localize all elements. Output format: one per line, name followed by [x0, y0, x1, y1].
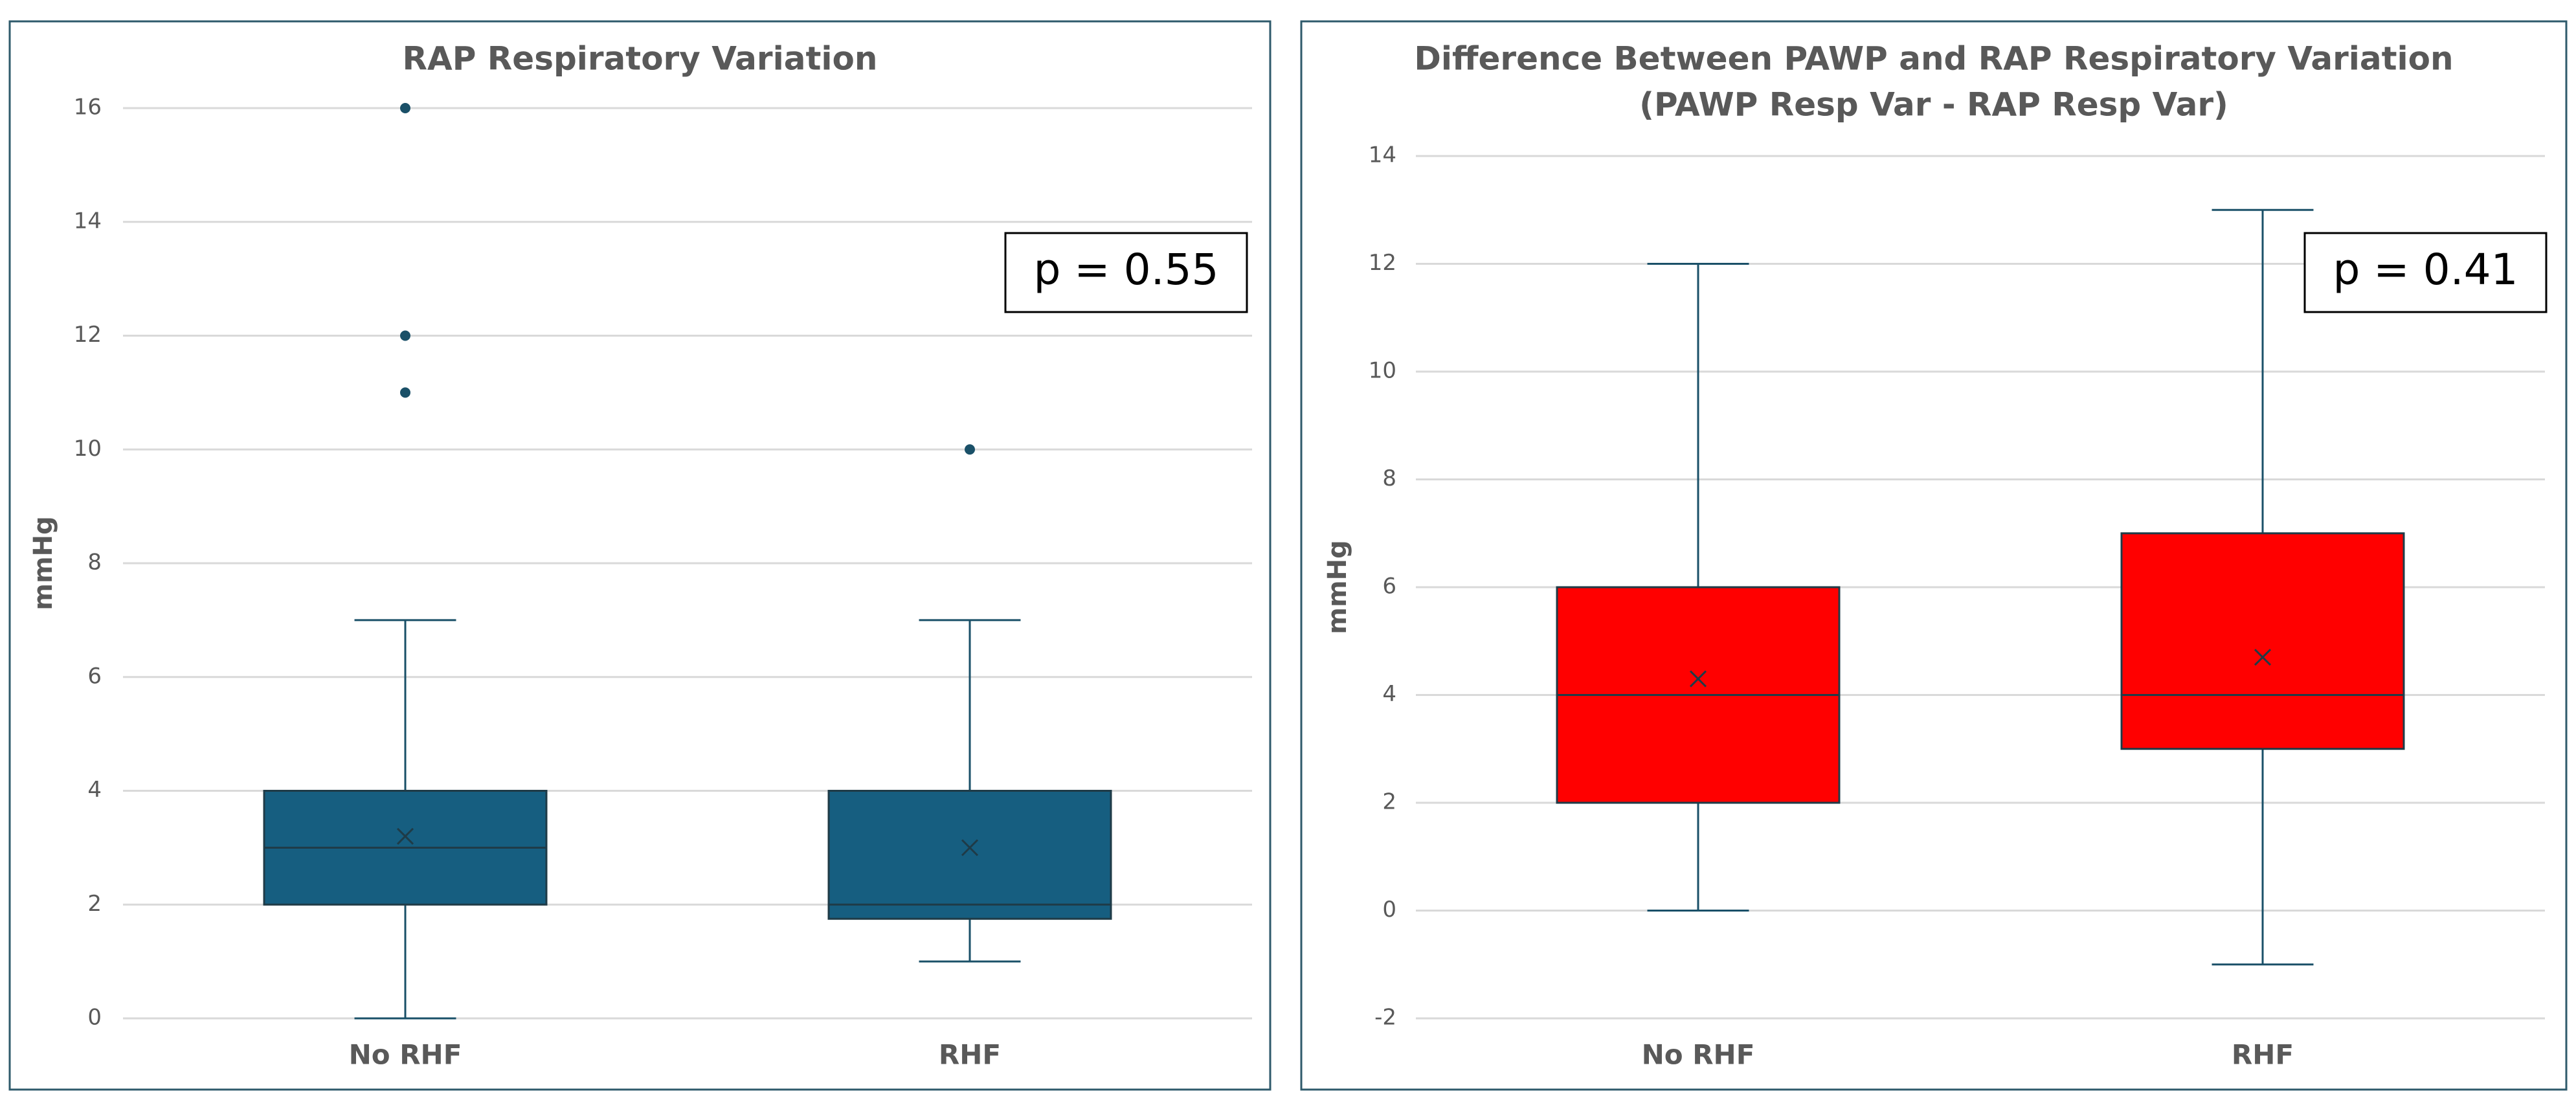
chart-subtitle: (PAWP Resp Var - RAP Resp Var)	[1639, 86, 2228, 124]
y-tick-label: 12	[1369, 250, 1396, 276]
annotation: p = 0.55	[1033, 245, 1218, 295]
annotation-box	[2303, 232, 2548, 313]
y-tick-label: 14	[1369, 142, 1396, 168]
y-tick-label: 4	[1382, 681, 1396, 707]
annotation-box	[1004, 232, 1248, 313]
y-axis-label: mmHg	[28, 516, 58, 610]
y-tick-label: 6	[87, 663, 102, 689]
y-tick-label: 0	[1382, 897, 1396, 923]
outlier	[400, 330, 410, 341]
y-tick-label: 2	[87, 891, 102, 917]
panel-border	[8, 20, 1271, 1091]
y-tick-label: 2	[1382, 789, 1396, 815]
y-tick-label: 10	[74, 436, 102, 462]
mean-marker	[396, 827, 414, 845]
outlier	[965, 444, 975, 455]
chart-title: RAP Respiratory Variation	[403, 40, 878, 78]
y-tick-label: 8	[87, 550, 102, 576]
y-tick-label: 16	[74, 95, 102, 120]
outlier	[400, 103, 410, 113]
y-axis-label: mmHg	[1323, 540, 1352, 634]
annotation: p = 0.41	[2333, 245, 2518, 295]
box	[2120, 532, 2405, 750]
chart-title: Difference Between PAWP and RAP Respirat…	[1414, 40, 2453, 78]
x-tick-label: RHF	[939, 1039, 1001, 1071]
y-tick-label: 6	[1382, 574, 1396, 599]
outlier	[400, 387, 410, 398]
box	[827, 790, 1112, 920]
mean-marker	[961, 839, 979, 857]
y-tick-label: 4	[87, 777, 102, 803]
mean-marker	[2254, 649, 2272, 666]
x-tick-label: No RHF	[349, 1039, 462, 1071]
x-tick-label: No RHF	[1642, 1039, 1755, 1071]
y-tick-label: 8	[1382, 465, 1396, 491]
y-tick-label: -2	[1374, 1005, 1396, 1031]
y-tick-label: 14	[74, 208, 102, 234]
panel-border	[1300, 20, 2568, 1091]
y-tick-label: 12	[74, 322, 102, 348]
y-tick-label: 10	[1369, 358, 1396, 384]
y-tick-label: 0	[87, 1005, 102, 1031]
mean-marker	[1689, 670, 1707, 688]
x-tick-label: RHF	[2232, 1039, 2294, 1071]
